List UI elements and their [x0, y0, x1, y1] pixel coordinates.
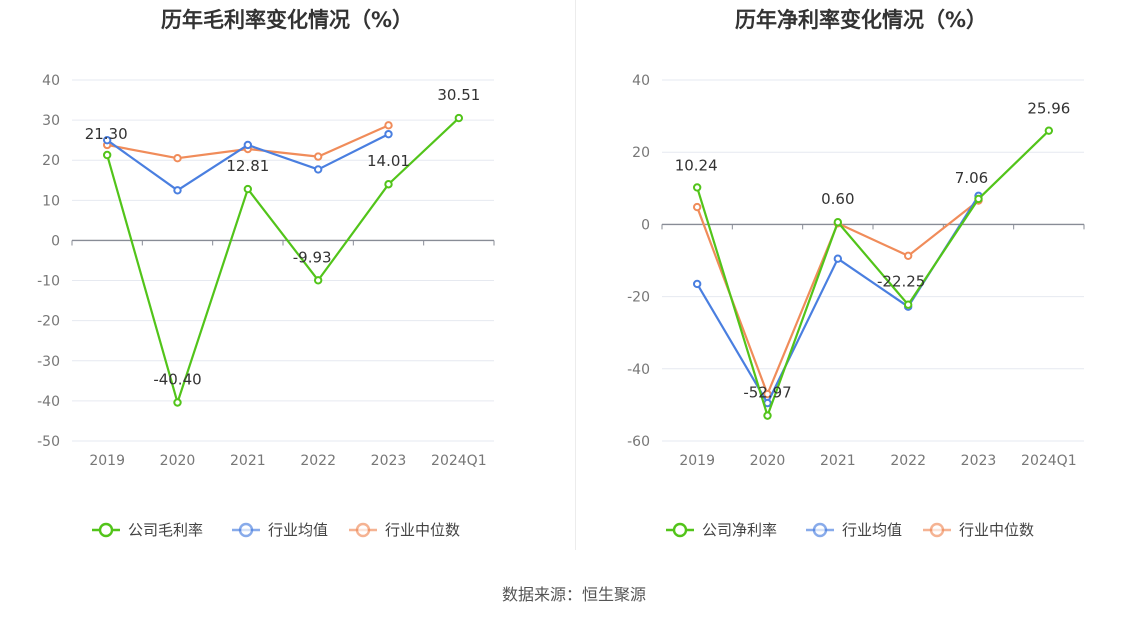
- x-tick-label: 2024Q1: [431, 453, 487, 469]
- data-label: -22.25: [877, 273, 925, 291]
- y-tick-label: -40: [37, 394, 60, 410]
- data-point: [692, 183, 702, 192]
- data-point: [102, 150, 112, 160]
- data-point: [692, 202, 702, 212]
- y-tick-label: 0: [51, 233, 60, 249]
- data-label: 25.96: [1027, 100, 1070, 118]
- legend-marker-0: [98, 522, 114, 538]
- net-margin-chart: 40 20 0 -20 -40 -60 2019 2020 2021 2022 2023 2024Q1…: [627, 73, 1085, 539]
- x-tick-label: 2021: [230, 453, 266, 469]
- data-point: [763, 411, 772, 420]
- gross-margin-chart-panel: 历年毛利率变化情况（%） 40 30 20 10 0 -10 -20 -30 -40 -50 201…: [0, 0, 574, 560]
- data-label: 12.81: [226, 157, 269, 175]
- data-point: [102, 135, 112, 145]
- gross-margin-chart: 40 30 20 10 0 -10 -20 -30 -40 -50 2019 2020 2021 2022…: [37, 73, 495, 539]
- data-source-note: 数据来源：恒生聚源: [501, 585, 646, 604]
- y-tick-label: 30: [42, 113, 60, 129]
- y-tick-label: -20: [627, 290, 650, 306]
- data-point: [173, 186, 182, 195]
- data-point: [173, 154, 182, 163]
- legend-label-1: 行业均值: [268, 521, 328, 539]
- data-point: [384, 129, 393, 139]
- data-point: [384, 121, 393, 130]
- data-point: [173, 398, 182, 407]
- y-tick-label: 20: [42, 153, 60, 169]
- y-tick-label: 40: [42, 73, 60, 89]
- data-label: -52.97: [743, 384, 791, 402]
- data-point: [833, 254, 843, 263]
- x-tick-label: 2024Q1: [1021, 453, 1077, 469]
- legend-marker-2: [355, 522, 371, 538]
- y-tick-label: -40: [627, 362, 650, 378]
- panel-divider: [575, 0, 576, 550]
- data-label: 21.30: [85, 125, 128, 143]
- data-point: [384, 180, 393, 189]
- legend-label-2: 行业中位数: [959, 521, 1034, 539]
- data-label: -40.40: [153, 370, 201, 388]
- data-point: [313, 152, 323, 161]
- y-tick-label: 20: [632, 145, 650, 161]
- y-tick-label: -50: [37, 434, 60, 450]
- data-point: [243, 140, 253, 150]
- x-tick-label: 2023: [371, 453, 407, 469]
- data-label: 30.51: [437, 86, 480, 104]
- data-label: -9.93: [293, 248, 332, 266]
- x-tick-label: 2022: [890, 453, 926, 469]
- series-line-2: [696, 199, 980, 396]
- x-tick-label: 2023: [961, 453, 997, 469]
- net-margin-chart-panel: 历年净利率变化情况（%） 40 20 0 -20 -40 -60 2019 2020 2021 2…: [574, 0, 1148, 560]
- y-tick-label: -10: [37, 274, 60, 290]
- series-line-0: [696, 129, 1050, 417]
- legend-marker-2: [929, 522, 945, 538]
- data-point: [903, 300, 913, 309]
- chart-title: 历年净利率变化情况（%）: [734, 8, 988, 32]
- data-label: 7.06: [955, 169, 988, 187]
- data-label: 0.60: [821, 190, 854, 208]
- x-tick-label: 2022: [300, 453, 336, 469]
- data-label: 10.24: [675, 156, 718, 174]
- y-tick-label: -20: [37, 314, 60, 330]
- data-point: [454, 113, 464, 123]
- legend-label-0: 公司毛利率: [128, 521, 203, 539]
- y-tick-label: 10: [42, 193, 60, 209]
- data-point: [313, 165, 323, 174]
- x-tick-label: 2021: [820, 453, 856, 469]
- data-point: [313, 276, 323, 285]
- y-tick-label: 0: [641, 217, 650, 233]
- data-point: [1044, 126, 1054, 135]
- y-tick-label: -60: [627, 434, 650, 450]
- legend-marker-0: [672, 522, 688, 538]
- data-point: [692, 279, 702, 289]
- legend-label-1: 行业均值: [842, 521, 902, 539]
- legend-label-2: 行业中位数: [385, 521, 460, 539]
- data-label: 14.01: [367, 152, 410, 170]
- data-point: [974, 194, 983, 204]
- y-tick-label: -30: [37, 354, 60, 370]
- chart-title: 历年毛利率变化情况（%）: [160, 8, 414, 32]
- data-point: [243, 184, 253, 194]
- y-tick-label: 40: [632, 73, 650, 89]
- data-point: [833, 218, 843, 227]
- legend-marker-1: [238, 522, 254, 538]
- x-tick-label: 2019: [679, 453, 715, 469]
- x-tick-label: 2019: [89, 453, 125, 469]
- series-line-0: [106, 117, 460, 404]
- x-tick-label: 2020: [160, 453, 196, 469]
- x-tick-label: 2020: [750, 453, 786, 469]
- data-point: [903, 251, 913, 261]
- legend-marker-1: [812, 522, 828, 538]
- legend-label-0: 公司净利率: [702, 521, 777, 539]
